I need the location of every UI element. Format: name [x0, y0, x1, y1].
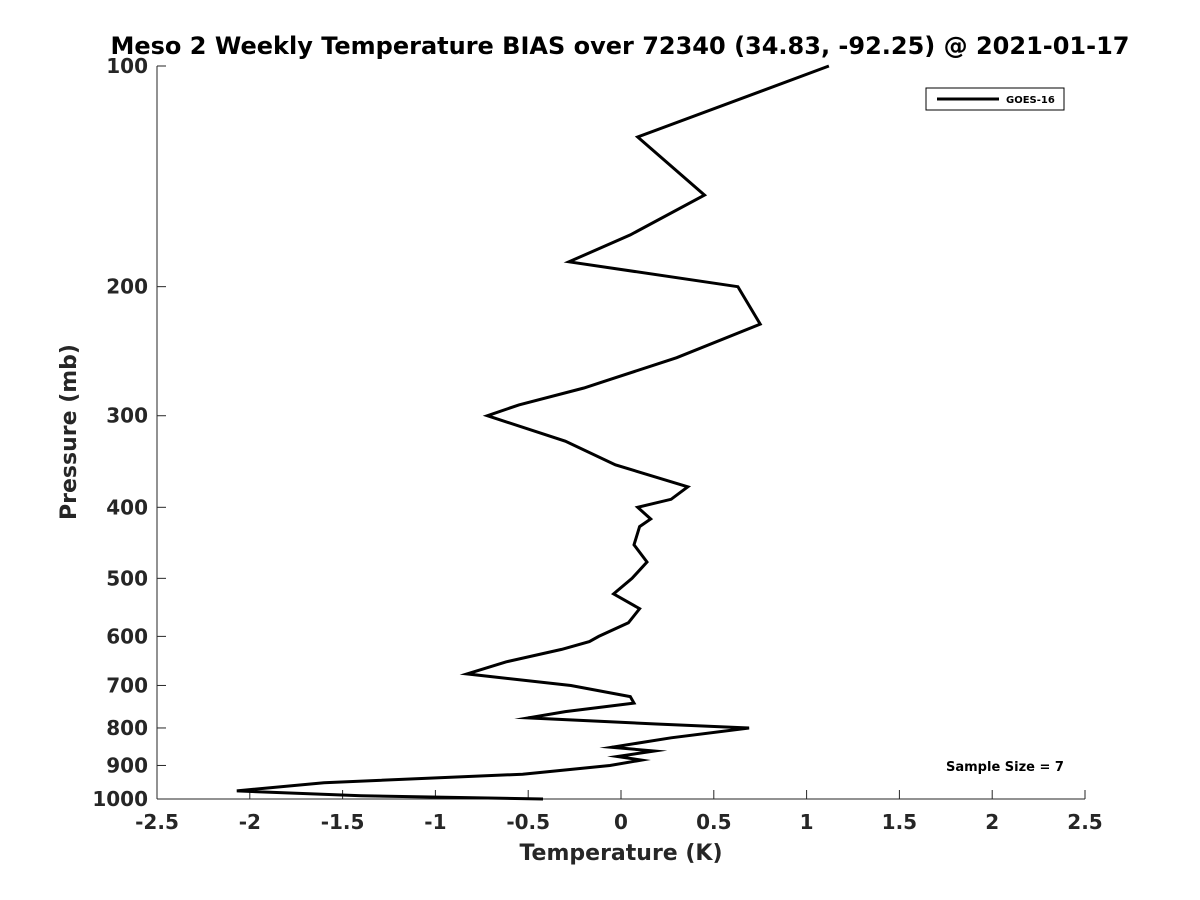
- x-tick-label: 1.5: [882, 810, 917, 834]
- y-axis-label: Pressure (mb): [57, 344, 82, 520]
- legend-label: GOES-16: [1006, 95, 1055, 106]
- series-layer: [236, 64, 830, 801]
- x-tick-label: 2.5: [1067, 810, 1102, 834]
- y-tick-label: 600: [106, 624, 148, 648]
- y-tick-label: 700: [106, 673, 148, 697]
- y-tick-label: 500: [106, 566, 148, 590]
- x-axis-ticks: -2.5 -2 -1.5 -1 -0.5 0 0.5 1 1.5 2 2.5: [135, 790, 1103, 834]
- x-tick-label: 0.5: [696, 810, 731, 834]
- y-tick-label: 1000: [92, 787, 148, 811]
- y-tick-label: 900: [106, 753, 148, 777]
- x-tick-label: 2: [985, 810, 999, 834]
- y-axis-ticks: 100 200 300 400 500 600 700 800 900 1000: [92, 54, 166, 811]
- x-tick-label: -1: [424, 810, 446, 834]
- x-tick-label: 0: [614, 810, 628, 834]
- x-axis-label: Temperature (K): [519, 841, 722, 866]
- x-tick-label: -2: [239, 810, 261, 834]
- sample-size-annotation: Sample Size = 7: [946, 760, 1064, 775]
- y-tick-label: 200: [106, 275, 148, 299]
- y-tick-label: 400: [106, 495, 148, 519]
- legend: GOES-16: [925, 87, 1065, 111]
- y-tick-label: 300: [106, 404, 148, 428]
- y-tick-label: 800: [106, 716, 148, 740]
- y-tick-label: 100: [106, 54, 148, 78]
- chart-title: Meso 2 Weekly Temperature BIAS over 7234…: [110, 32, 1129, 60]
- x-tick-label: -2.5: [135, 810, 179, 834]
- x-tick-label: 1: [800, 810, 814, 834]
- series-line-goes-16: [236, 64, 830, 801]
- x-tick-label: -0.5: [506, 810, 550, 834]
- x-tick-label: -1.5: [321, 810, 365, 834]
